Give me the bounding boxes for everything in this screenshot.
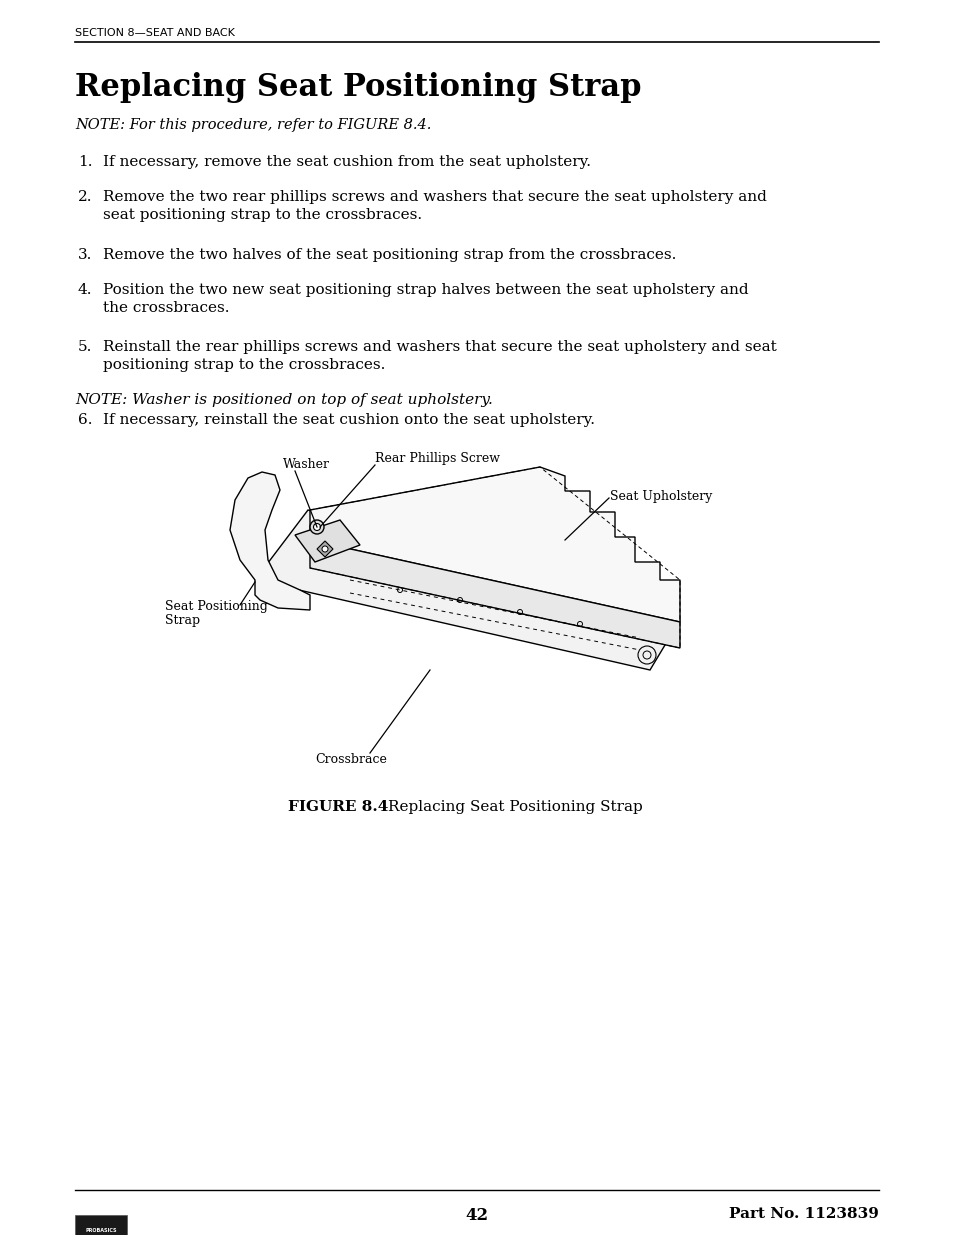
Polygon shape (230, 472, 310, 610)
Polygon shape (254, 510, 679, 671)
Text: 1.: 1. (78, 156, 92, 169)
Polygon shape (310, 467, 679, 622)
Text: Strap: Strap (165, 614, 200, 627)
Circle shape (322, 546, 328, 552)
Text: 5.: 5. (78, 340, 92, 354)
Text: 3.: 3. (78, 248, 92, 262)
Text: If necessary, reinstall the seat cushion onto the seat upholstery.: If necessary, reinstall the seat cushion… (103, 412, 595, 427)
Text: 42: 42 (465, 1207, 488, 1224)
Text: Seat Upholstery: Seat Upholstery (609, 490, 712, 503)
Polygon shape (316, 541, 333, 557)
Text: Replacing Seat Positioning Strap: Replacing Seat Positioning Strap (388, 800, 642, 814)
Text: 2.: 2. (78, 190, 92, 204)
Text: 4.: 4. (78, 283, 92, 296)
Text: Rear Phillips Screw: Rear Phillips Screw (375, 452, 499, 466)
Text: NOTE: For this procedure, refer to FIGURE 8.4.: NOTE: For this procedure, refer to FIGUR… (75, 119, 431, 132)
Text: Position the two new seat positioning strap halves between the seat upholstery a: Position the two new seat positioning st… (103, 283, 748, 315)
Bar (75, 1215, 127, 1235)
Text: 6.: 6. (78, 412, 92, 427)
Text: Remove the two rear phillips screws and washers that secure the seat upholstery : Remove the two rear phillips screws and … (103, 190, 766, 222)
Circle shape (314, 524, 320, 531)
Text: NOTE: Washer is positioned on top of seat upholstery.: NOTE: Washer is positioned on top of sea… (75, 393, 493, 408)
Polygon shape (310, 540, 679, 648)
Text: Reinstall the rear phillips screws and washers that secure the seat upholstery a: Reinstall the rear phillips screws and w… (103, 340, 776, 373)
Text: PROBASICS: PROBASICS (85, 1228, 116, 1233)
Circle shape (310, 520, 324, 534)
Text: Seat Positioning: Seat Positioning (165, 600, 268, 613)
Text: SECTION 8—SEAT AND BACK: SECTION 8—SEAT AND BACK (75, 28, 234, 38)
Text: Crossbrace: Crossbrace (314, 753, 387, 766)
Text: Replacing Seat Positioning Strap: Replacing Seat Positioning Strap (75, 72, 640, 103)
Polygon shape (294, 520, 359, 562)
Text: Part No. 1123839: Part No. 1123839 (728, 1207, 878, 1221)
Text: Washer: Washer (283, 458, 330, 471)
Text: Remove the two halves of the seat positioning strap from the crossbraces.: Remove the two halves of the seat positi… (103, 248, 676, 262)
Text: FIGURE 8.4: FIGURE 8.4 (288, 800, 388, 814)
Text: If necessary, remove the seat cushion from the seat upholstery.: If necessary, remove the seat cushion fr… (103, 156, 590, 169)
